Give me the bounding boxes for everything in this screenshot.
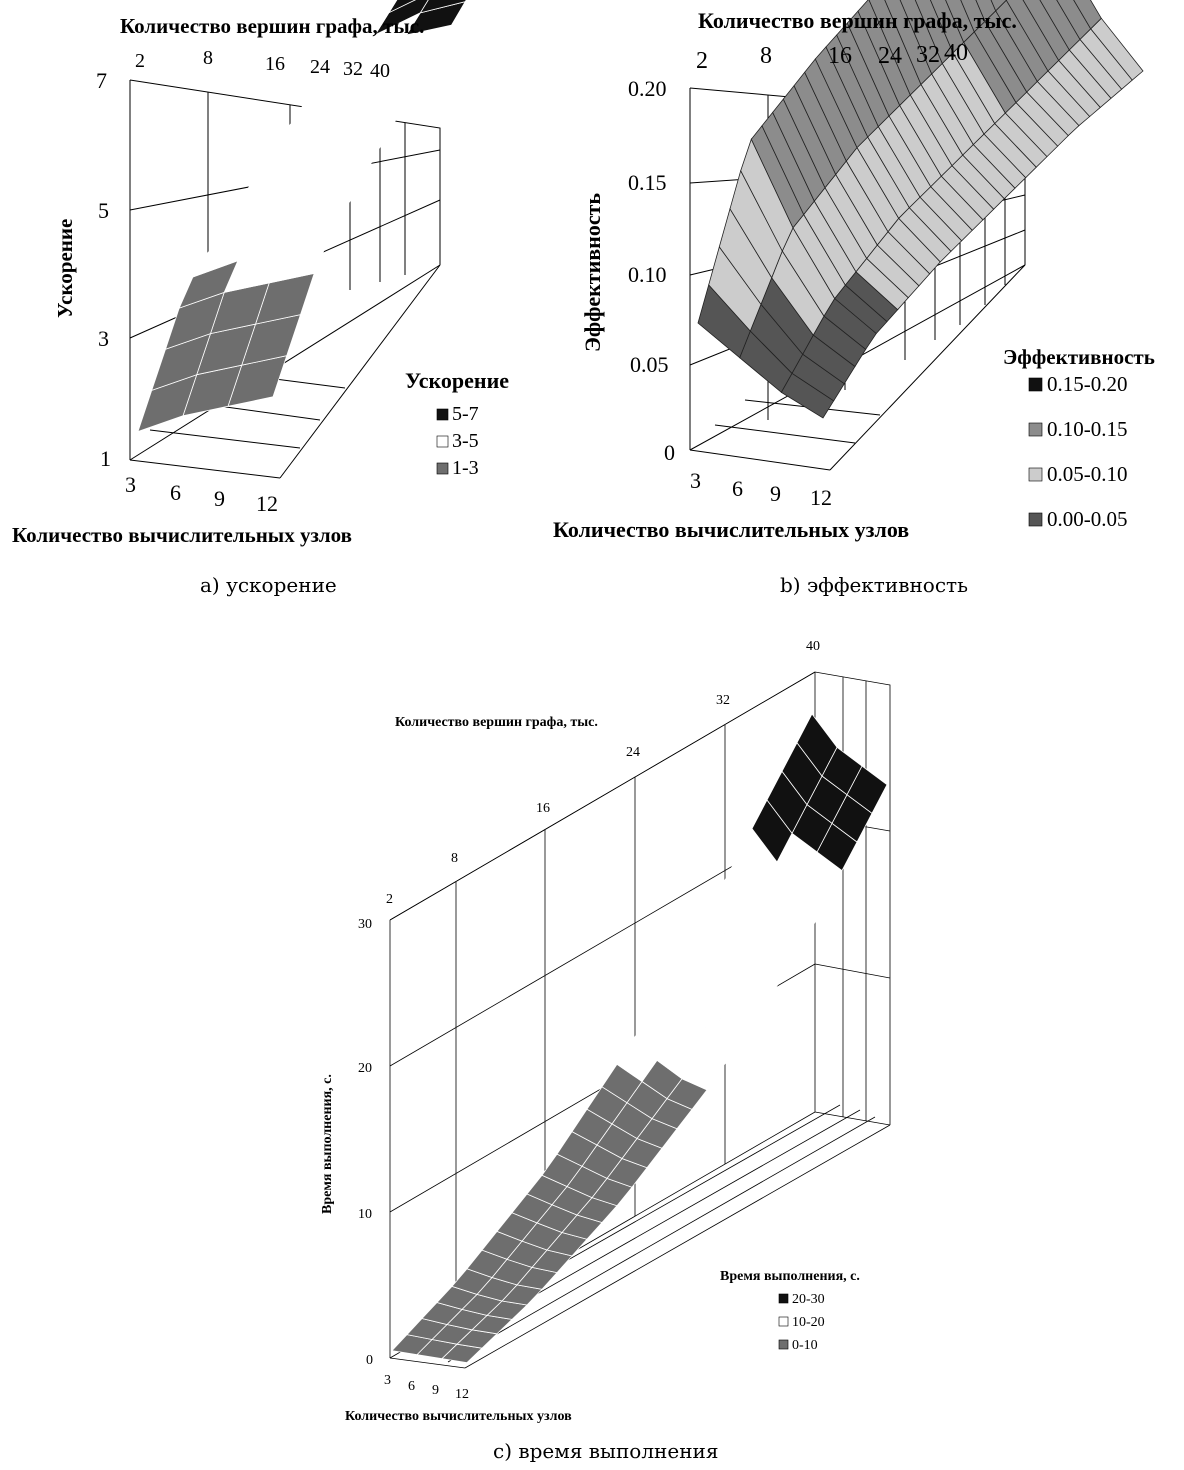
legend-label: 0.00-0.05 (1047, 507, 1128, 531)
surface-facet (357, 0, 389, 19)
chart-b-caption: b) эффективность (780, 573, 968, 597)
chart-c-ytick: 20 (358, 1061, 372, 1076)
chart-a-xlabel: Количество вершин графа, тыс. (120, 14, 424, 38)
legend-label: 10-20 (792, 1315, 825, 1330)
chart-b-ztick: 6 (732, 476, 743, 501)
chart-b-ytick: 0 (664, 440, 675, 465)
chart-c-xtick: 8 (451, 851, 458, 866)
chart-a-ztick: 3 (125, 472, 136, 497)
chart-c-xtick: 32 (716, 693, 730, 708)
chart-a-legend: Ускорение 5-7 3-5 1-3 (405, 368, 509, 479)
legend-label: 0.10-0.15 (1047, 417, 1128, 441)
chart-a-xtick: 32 (343, 58, 363, 80)
chart-c-ytick: 10 (358, 1207, 372, 1222)
legend-label: 5-7 (452, 403, 479, 425)
legend-swatch (1028, 512, 1043, 527)
chart-a-ztick: 6 (170, 480, 181, 505)
chart-a-legend-title: Ускорение (405, 368, 509, 393)
chart-a-xtick: 2 (135, 50, 145, 72)
chart-b-surface (697, 0, 1144, 419)
chart-c-xtick: 40 (806, 639, 820, 654)
chart-c-xtick: 16 (536, 801, 550, 816)
surface-facet (343, 0, 398, 42)
chart-a-ytick: 3 (98, 326, 109, 351)
legend-label: 20-30 (792, 1292, 825, 1307)
chart-b-ytick: 0.15 (628, 170, 667, 195)
chart-b-xtick: 2 (696, 48, 708, 74)
chart-b-xtick: 40 (944, 40, 968, 66)
chart-c-xtick: 24 (626, 745, 640, 760)
surface-facet (387, 0, 416, 14)
chart-c-ticks: 2 8 16 24 32 40 30 20 10 0 3 6 9 12 (358, 639, 820, 1402)
chart-a-zlabel: Количество вычислительных узлов (12, 523, 352, 547)
chart-b-legend-title: Эффективность (1003, 345, 1155, 369)
chart-c-ytick: 30 (358, 917, 372, 932)
legend-swatch (1028, 377, 1043, 392)
chart-a: 2 8 16 24 32 40 7 5 3 1 3 6 9 12 Количес… (12, 0, 509, 597)
chart-a-ztick: 12 (256, 491, 278, 516)
chart-b-ytick: 0.05 (630, 352, 669, 377)
chart-b-ztick: 12 (810, 485, 832, 510)
chart-a-xtick: 24 (310, 56, 330, 78)
chart-b-ytick: 0.20 (628, 76, 667, 101)
legend-label: 0-10 (792, 1338, 818, 1353)
chart-c-ztick: 12 (455, 1387, 469, 1402)
chart-c: 2 8 16 24 32 40 30 20 10 0 3 6 9 12 Коли… (320, 639, 891, 1463)
legend-label: 0.15-0.20 (1047, 372, 1128, 396)
chart-c-zlabel: Количество вычислительных узлов (345, 1409, 572, 1424)
chart-a-ylabel: Ускорение (53, 219, 77, 318)
chart-c-xtick: 2 (386, 892, 393, 907)
chart-a-ztick: 9 (214, 486, 225, 511)
legend-swatch (778, 1316, 789, 1327)
chart-a-caption: a) ускорение (200, 573, 337, 597)
chart-b-ticks: 2 8 16 24 32 40 0.20 0.15 0.10 0.05 0 3 … (628, 40, 968, 510)
chart-c-ytick: 0 (366, 1353, 373, 1368)
chart-b-ytick: 0.10 (628, 262, 667, 287)
chart-a-ytick: 1 (100, 446, 111, 471)
chart-c-ylabel: Время выполнения, с. (320, 1074, 335, 1214)
surface-facet (1073, 0, 1102, 30)
chart-b-xtick: 32 (916, 42, 940, 68)
chart-a-surface (137, 0, 467, 433)
chart-b-xtick: 16 (828, 43, 852, 69)
chart-b-ztick: 3 (690, 468, 701, 493)
surface-facet (419, 0, 467, 14)
chart-b-xtick: 24 (878, 43, 902, 69)
chart-b: 2 8 16 24 32 40 0.20 0.15 0.10 0.05 0 3 … (553, 0, 1155, 597)
legend-swatch (778, 1339, 789, 1350)
legend-label: 3-5 (452, 430, 479, 452)
legend-swatch (778, 1293, 789, 1304)
chart-a-ytick: 5 (98, 198, 109, 223)
legend-label: 0.05-0.10 (1047, 462, 1128, 486)
chart-c-ztick: 3 (384, 1373, 391, 1388)
legend-label: 1-3 (452, 457, 479, 479)
chart-a-xtick: 8 (203, 47, 213, 69)
chart-c-legend: Время выполнения, с. 20-30 10-20 0-10 (720, 1269, 860, 1353)
chart-b-ylabel: Эффективность (580, 193, 605, 352)
chart-c-caption: c) время выполнения (493, 1439, 719, 1463)
chart-c-surface (391, 713, 888, 1364)
chart-a-xtick: 40 (370, 60, 390, 82)
chart-a-xtick: 16 (265, 53, 285, 75)
legend-swatch (1028, 422, 1043, 437)
legend-swatch (436, 408, 449, 421)
chart-b-zlabel: Количество вычислительных узлов (553, 517, 909, 542)
chart-b-legend: Эффективность 0.15-0.20 0.10-0.15 0.05-0… (1003, 345, 1155, 531)
chart-c-xlabel: Количество вершин графа, тыс. (395, 715, 598, 730)
chart-b-ztick: 9 (770, 481, 781, 506)
chart-b-xtick: 8 (760, 43, 772, 69)
chart-b-xlabel: Количество вершин графа, тыс. (698, 8, 1017, 33)
chart-a-ticks: 2 8 16 24 32 40 7 5 3 1 3 6 9 12 (96, 47, 390, 516)
legend-swatch (1028, 467, 1043, 482)
surface-facet (796, 713, 838, 777)
chart-a-ytick: 7 (96, 68, 107, 93)
chart-c-legend-title: Время выполнения, с. (720, 1269, 860, 1284)
legend-swatch (436, 462, 449, 475)
chart-c-ztick: 9 (432, 1383, 439, 1398)
legend-swatch (436, 435, 449, 448)
chart-c-ztick: 6 (408, 1379, 415, 1394)
